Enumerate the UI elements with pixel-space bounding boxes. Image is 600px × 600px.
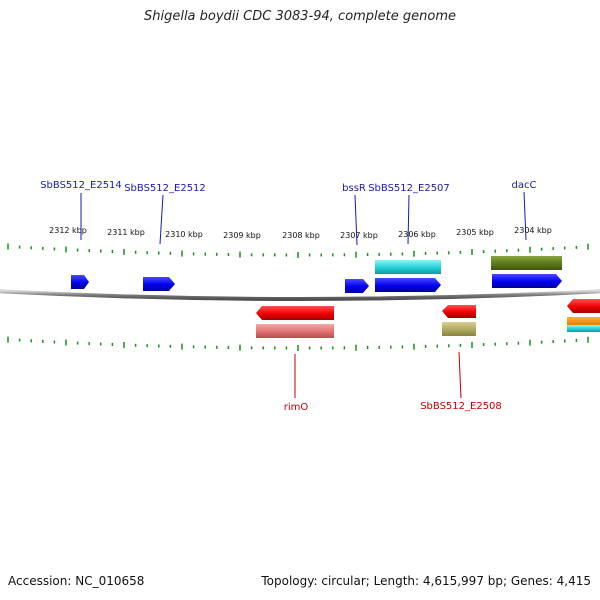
reverse-strand-genes	[256, 299, 600, 320]
cog-box-e2508[interactable]	[442, 322, 476, 336]
scale-label-2311: 2311 kbp	[107, 228, 145, 237]
scale-label-2304: 2304 kbp	[514, 226, 552, 235]
accession-text: Accession: NC_010658	[8, 574, 145, 588]
cog-box-e2507[interactable]	[375, 260, 441, 274]
cog-box-edge-cyan[interactable]	[567, 325, 600, 332]
gene-label-dacc: dacC	[512, 180, 537, 191]
forward-cog-boxes	[375, 256, 562, 274]
forward-strand-genes	[71, 274, 562, 293]
scale-label-2306: 2306 kbp	[398, 230, 436, 239]
scale-label-2307: 2307 kbp	[340, 231, 378, 240]
cog-box-dacc[interactable]	[491, 256, 562, 270]
leader-line-e2512	[159, 194, 164, 245]
gene-label-e2514: SbBS512_E2514	[40, 180, 122, 191]
gene-arrow-e2512[interactable]	[143, 277, 175, 291]
scale-label-2305: 2305 kbp	[456, 228, 494, 237]
bottom-leader-lines	[294, 351, 462, 399]
gene-arrow-bssr[interactable]	[345, 279, 369, 293]
leader-line-bssr	[354, 194, 358, 246]
top-leader-lines	[80, 191, 527, 246]
scale-label-2310: 2310 kbp	[165, 230, 203, 239]
scale-label-2308: 2308 kbp	[282, 231, 320, 240]
gene-label-e2512: SbBS512_E2512	[124, 183, 206, 194]
cog-box-edge-orange[interactable]	[567, 317, 600, 325]
genome-summary-text: Topology: circular; Length: 4,615,997 bp…	[261, 574, 591, 588]
gene-arrow-rimo[interactable]	[256, 306, 334, 320]
genome-backbone	[0, 289, 600, 301]
leader-line-dacc	[523, 191, 527, 241]
gene-label-rimo: rimO	[284, 402, 309, 413]
scale-labels: 2312 kbp 2311 kbp 2310 kbp 2309 kbp 2308…	[49, 226, 552, 240]
leader-line-e2507	[407, 194, 410, 245]
gene-label-e2507: SbBS512_E2507	[368, 183, 450, 194]
gene-arrow-right-edge[interactable]	[567, 299, 600, 313]
outer-tick-row	[7, 243, 589, 258]
top-gene-labels: SbBS512_E2514 SbBS512_E2512 bssR SbBS512…	[40, 180, 536, 194]
gene-arrow-dacc[interactable]	[492, 274, 562, 288]
genome-title: Shigella boydii CDC 3083-94, complete ge…	[143, 9, 457, 24]
gene-label-e2508: SbBS512_E2508	[420, 401, 502, 412]
gene-arrow-e2507[interactable]	[375, 278, 441, 292]
reverse-cog-boxes	[256, 317, 600, 338]
gene-arrow-e2514[interactable]	[71, 275, 89, 289]
leader-line-e2508	[458, 351, 462, 399]
scale-label-2309: 2309 kbp	[223, 231, 261, 240]
cog-box-rimo[interactable]	[256, 324, 334, 338]
gene-arrow-e2508[interactable]	[442, 305, 476, 318]
scale-label-2312: 2312 kbp	[49, 226, 87, 235]
gene-label-bssr: bssR	[342, 183, 366, 194]
bottom-gene-labels: rimO SbBS512_E2508	[284, 401, 502, 413]
inner-tick-row	[7, 336, 589, 351]
